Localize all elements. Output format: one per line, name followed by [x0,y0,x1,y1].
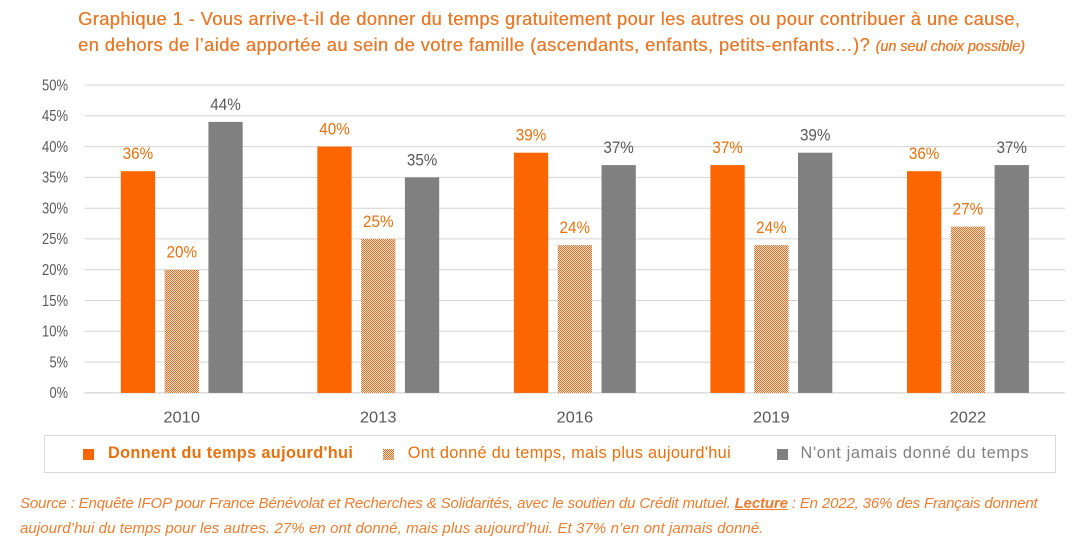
svg-text:25%: 25% [42,231,68,248]
svg-text:10%: 10% [42,324,68,341]
svg-text:50%: 50% [42,77,68,94]
svg-text:2019: 2019 [753,410,790,427]
svg-text:35%: 35% [42,170,68,187]
svg-text:44%: 44% [210,95,241,114]
svg-text:35%: 35% [407,150,438,169]
svg-text:37%: 37% [996,138,1027,157]
svg-text:39%: 39% [516,126,547,145]
svg-text:45%: 45% [42,108,68,125]
svg-text:30%: 30% [42,201,68,218]
svg-text:2016: 2016 [557,410,594,427]
svg-text:39%: 39% [800,126,831,145]
svg-text:0%: 0% [50,385,69,402]
svg-text:36%: 36% [909,144,940,163]
svg-text:24%: 24% [756,218,787,237]
svg-text:37%: 37% [712,138,743,157]
svg-text:25%: 25% [363,212,394,231]
svg-text:2010: 2010 [163,410,200,427]
svg-text:40%: 40% [42,139,68,156]
svg-text:37%: 37% [603,138,634,157]
svg-text:24%: 24% [560,218,591,237]
svg-text:5%: 5% [50,354,69,371]
svg-text:15%: 15% [42,293,68,310]
svg-text:27%: 27% [953,200,984,219]
svg-text:20%: 20% [42,262,68,279]
svg-text:40%: 40% [319,120,350,139]
svg-text:20%: 20% [167,243,198,262]
svg-text:2022: 2022 [950,410,987,427]
svg-text:2013: 2013 [360,410,397,427]
svg-text:36%: 36% [123,144,154,163]
